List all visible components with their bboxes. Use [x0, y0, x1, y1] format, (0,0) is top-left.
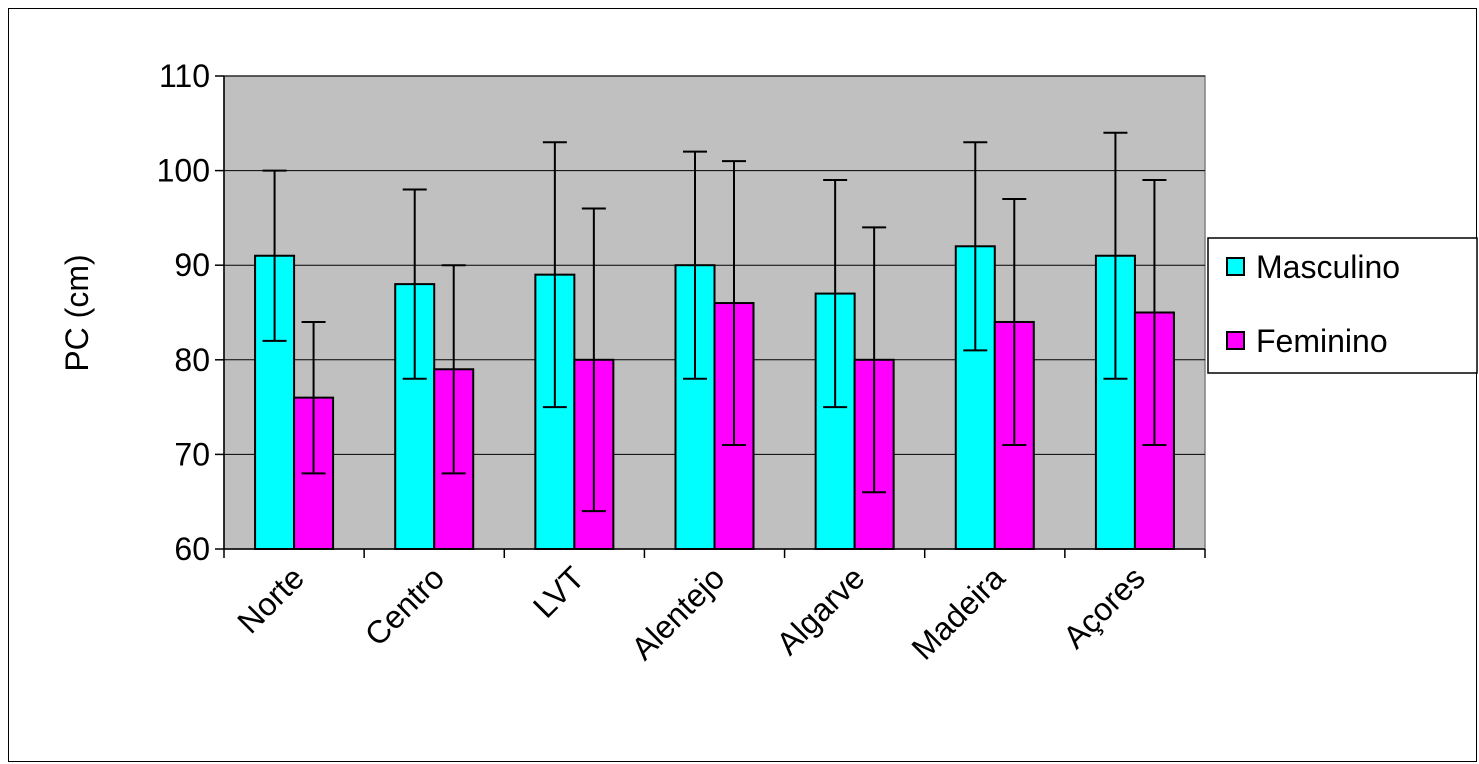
axes: [215, 75, 1206, 558]
x-tick-label: Centro: [358, 559, 451, 652]
x-tick-label: Alentejo: [624, 559, 731, 666]
legend-swatch-masculino: [1226, 257, 1245, 276]
y-tick-label: 70: [174, 436, 210, 472]
x-tick-label: Algarve: [769, 559, 871, 661]
x-tick-label: Açores: [1056, 559, 1152, 655]
y-tick-label: 110: [159, 58, 210, 94]
y-tick-label: 90: [174, 247, 210, 283]
error-bars: [262, 131, 1167, 513]
legend-box: [1207, 237, 1478, 374]
x-tick-label: Madeira: [905, 559, 1012, 666]
x-tick-label: Norte: [230, 559, 311, 640]
legend-swatch-feminino: [1226, 331, 1245, 350]
legend-label-feminino: Feminino: [1256, 323, 1388, 359]
legend-label-masculino: Masculino: [1256, 249, 1400, 285]
y-tick-label: 60: [174, 531, 210, 567]
y-tick-label: 100: [157, 153, 210, 189]
y-axis-label: PC (cm): [59, 254, 95, 371]
y-tick-label: 80: [174, 342, 210, 378]
x-tick-labels: Norte Centro LVT Alentejo Algarve Madeira Açor…: [230, 559, 1152, 666]
y-tick-labels: 60 70 80 90 100 110: [157, 58, 210, 567]
x-tick-label: LVT: [526, 559, 591, 624]
legend: Masculino Feminino: [1207, 237, 1478, 374]
